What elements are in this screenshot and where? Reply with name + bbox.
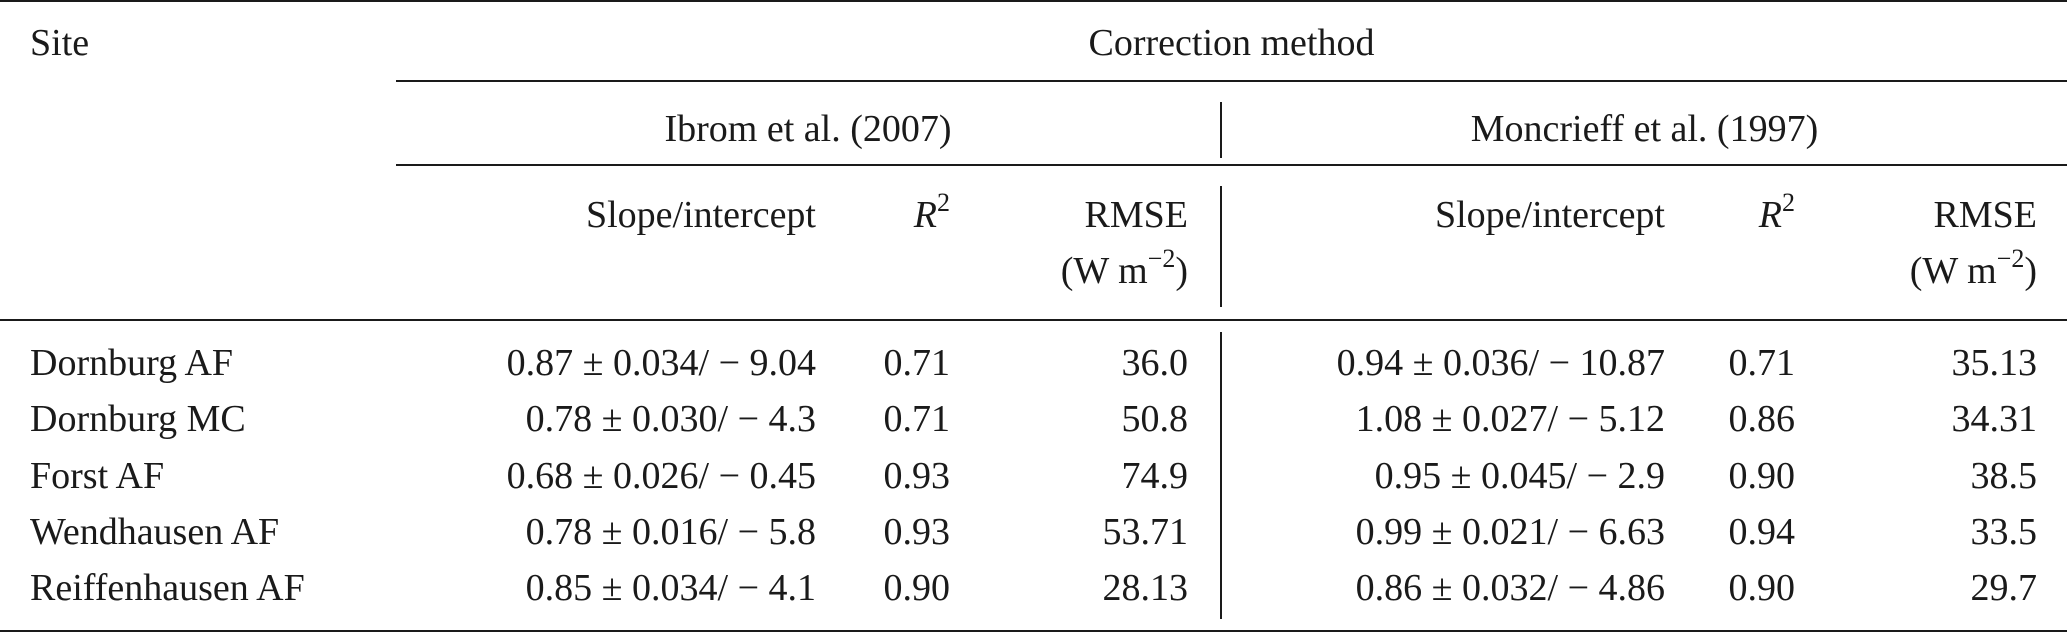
moncrieff-r2-cell: 0.90: [1728, 567, 1796, 609]
ibrom-rmse-unit: (W m−2): [1060, 244, 1188, 292]
method-separator: [1220, 102, 1222, 158]
ibrom-header: Ibrom et al. (2007): [664, 108, 952, 150]
ibrom-rmse-cell: 28.13: [1102, 567, 1189, 609]
method-rule: [396, 164, 2067, 166]
site-cell: Reiffenhausen AF: [30, 567, 305, 609]
moncrieff-r2-header: R2: [1758, 188, 1795, 236]
moncrieff-slope-cell: 0.86 ± 0.032/ − 4.86: [1355, 567, 1665, 609]
moncrieff-header: Moncrieff et al. (1997): [1470, 108, 1819, 150]
site-cell: Dornburg MC: [30, 398, 246, 440]
ibrom-slope-cell: 0.87 ± 0.034/ − 9.04: [506, 342, 816, 384]
site-cell: Forst AF: [30, 455, 165, 497]
moncrieff-slope-cell: 0.99 ± 0.021/ − 6.63: [1355, 511, 1665, 553]
moncrieff-rmse-header: RMSE: [1933, 194, 2037, 236]
ibrom-r2-header: R2: [913, 188, 950, 236]
site-cell: Wendhausen AF: [30, 511, 280, 553]
ibrom-rmse-cell: 53.71: [1102, 511, 1189, 553]
ibrom-rmse-cell: 50.8: [1121, 398, 1189, 440]
ibrom-slope-cell: 0.78 ± 0.030/ − 4.3: [525, 398, 816, 440]
site-header: Site: [30, 22, 90, 64]
ibrom-r2-cell: 0.93: [883, 511, 951, 553]
site-cell: Dornburg AF: [30, 342, 234, 384]
subheader-separator: [1220, 186, 1222, 307]
ibrom-rmse-cell: 74.9: [1121, 455, 1189, 497]
ibrom-slope-cell: 0.78 ± 0.016/ − 5.8: [525, 511, 816, 553]
ibrom-rmse-cell: 36.0: [1121, 342, 1189, 384]
ibrom-slope-header: Slope/intercept: [585, 194, 816, 236]
group-rule: [396, 80, 2067, 82]
moncrieff-rmse-cell: 38.5: [1970, 455, 2038, 497]
header-rule: [0, 319, 2067, 321]
body-separator: [1220, 332, 1222, 619]
ibrom-slope-cell: 0.68 ± 0.026/ − 0.45: [506, 455, 816, 497]
moncrieff-rmse-cell: 33.5: [1970, 511, 2038, 553]
moncrieff-r2-cell: 0.71: [1728, 342, 1796, 384]
bottom-rule: [0, 630, 2067, 632]
ibrom-rmse-header: RMSE: [1084, 194, 1188, 236]
ibrom-r2-cell: 0.90: [883, 567, 951, 609]
moncrieff-slope-cell: 0.94 ± 0.036/ − 10.87: [1336, 342, 1665, 384]
moncrieff-r2-cell: 0.90: [1728, 455, 1796, 497]
ibrom-r2-cell: 0.93: [883, 455, 951, 497]
moncrieff-slope-cell: 0.95 ± 0.045/ − 2.9: [1374, 455, 1665, 497]
moncrieff-rmse-unit: (W m−2): [1909, 244, 2037, 292]
correction-method-header: Correction method: [1088, 22, 1375, 64]
top-rule: [0, 0, 2067, 2]
moncrieff-r2-cell: 0.94: [1728, 511, 1796, 553]
moncrieff-rmse-cell: 29.7: [1970, 567, 2038, 609]
ibrom-r2-cell: 0.71: [883, 398, 951, 440]
ibrom-r2-cell: 0.71: [883, 342, 951, 384]
moncrieff-slope-header: Slope/intercept: [1434, 194, 1665, 236]
moncrieff-rmse-cell: 35.13: [1951, 342, 2038, 384]
ibrom-slope-cell: 0.85 ± 0.034/ − 4.1: [525, 567, 816, 609]
moncrieff-rmse-cell: 34.31: [1951, 398, 2038, 440]
moncrieff-slope-cell: 1.08 ± 0.027/ − 5.12: [1355, 398, 1665, 440]
moncrieff-r2-cell: 0.86: [1728, 398, 1796, 440]
